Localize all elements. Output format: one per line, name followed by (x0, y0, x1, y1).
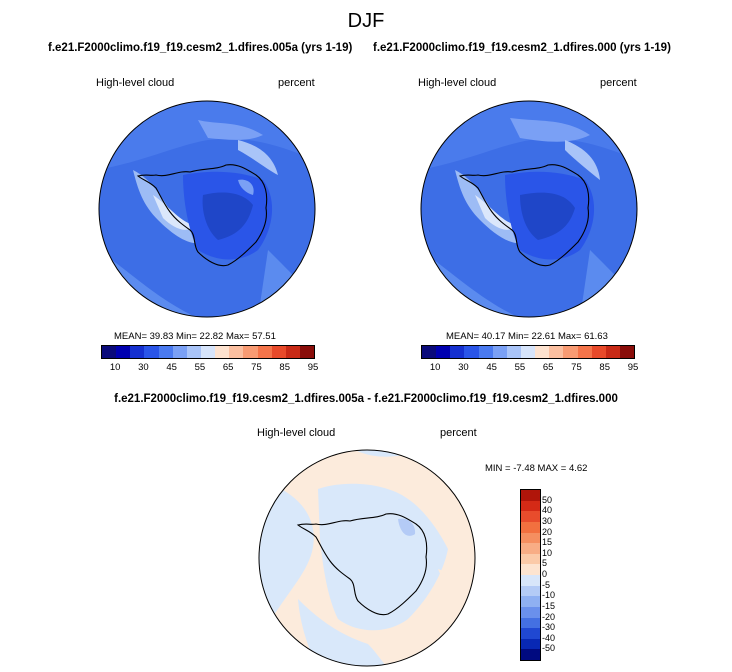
panel1-colorbar-tick-label: 55 (194, 362, 206, 373)
difference-colorbar-tick-label: 5 (542, 558, 548, 569)
panel2-colorbar-swatch-14 (619, 346, 635, 358)
panel2-colorbar-swatch-3 (464, 346, 479, 358)
difference-colorbar-tick-label: -20 (542, 611, 556, 622)
panel2-colorbar-swatch-10 (563, 346, 578, 358)
difference-colorbar-tick-label: 50 (542, 494, 553, 505)
panel2-colorbar-swatch-6 (506, 346, 521, 358)
difference-colorbar-tick-label: 15 (542, 537, 553, 548)
difference-colorbar-tick-label: 30 (542, 515, 553, 526)
panel2-colorbar-swatch-8 (535, 346, 550, 358)
panel2-colorbar-swatch-12 (591, 346, 606, 358)
panel2-colorbar-tick-label: 45 (486, 362, 497, 373)
panel1-stats: MEAN= 39.83 Min= 22.82 Max= 57.51 (114, 331, 276, 342)
difference-colorbar-swatch-3 (521, 521, 540, 533)
panel2-variable: High-level cloud (418, 77, 497, 89)
panel1-variable: High-level cloud (96, 77, 175, 89)
difference-colorbar-tick-label: -15 (542, 600, 556, 611)
panel1-title: f.e21.F2000climo.f19_f19.cesm2_1.dfires.… (48, 42, 353, 54)
difference-colorbar-tick-label: -40 (542, 632, 556, 643)
panel1-colorbar-tick-label: 10 (109, 362, 121, 373)
panel1-colorbar-swatch-0 (102, 346, 117, 358)
panel2-colorbar-tick-label: 65 (542, 362, 554, 373)
difference-colorbar-tick-label: 40 (542, 505, 553, 516)
panel2-title: f.e21.F2000climo.f19_f19.cesm2_1.dfires.… (373, 42, 671, 54)
difference-colorbar-tick-label: -50 (542, 643, 556, 654)
difference-colorbar-swatch-4 (521, 532, 540, 544)
difference-stats: MIN = -7.48 MAX = 4.62 (485, 463, 588, 474)
panel1-colorbar-swatch-9 (229, 346, 244, 358)
panel1-units: percent (278, 77, 315, 89)
panel2-colorbar-tick-label: 55 (514, 362, 526, 373)
panel2-colorbar-swatch-5 (492, 346, 507, 358)
panel1-colorbar-swatch-7 (200, 346, 216, 358)
difference-colorbar-tick-label: -10 (542, 590, 556, 601)
difference-colorbar-swatch-9 (521, 585, 540, 597)
panel2-units: percent (600, 77, 637, 89)
difference-polar-map (258, 449, 476, 667)
panel2-colorbar-swatch-0 (422, 346, 437, 358)
panel2-colorbar-tick-label: 75 (571, 362, 582, 373)
panel2-colorbar-tick-label: 85 (599, 362, 611, 373)
panel2-colorbar-tick-label: 30 (458, 362, 469, 373)
difference-colorbar-tick-label: 10 (542, 547, 553, 558)
panel2-stats: MEAN= 40.17 Min= 22.61 Max= 61.63 (446, 331, 608, 342)
panel1-colorbar-tick-label: 75 (251, 362, 262, 373)
difference-colorbar-tick-label: 20 (542, 526, 553, 537)
panel1-colorbar-swatch-14 (299, 346, 315, 358)
season-title: DJF (347, 10, 385, 32)
panel2-colorbar-swatch-2 (450, 346, 465, 358)
panel1-colorbar-tick-label: 45 (166, 362, 177, 373)
panel1-colorbar-swatch-2 (130, 346, 145, 358)
panel2-colorbar-swatch-7 (520, 346, 536, 358)
difference-colorbar-swatch-11 (521, 606, 540, 618)
difference-colorbar (520, 489, 541, 661)
panel2-colorbar-swatch-11 (577, 346, 592, 358)
panel2-colorbar (421, 345, 635, 359)
difference-colorbar-tick-label: -30 (542, 622, 556, 633)
panel1-colorbar-tick-label: 95 (307, 362, 319, 373)
difference-colorbar-swatch-6 (521, 553, 540, 565)
panel1-colorbar-swatch-6 (186, 346, 201, 358)
panel2-colorbar-swatch-9 (549, 346, 564, 358)
difference-colorbar-swatch-14 (521, 638, 540, 650)
panel2-colorbar-tick-label: 95 (627, 362, 639, 373)
difference-colorbar-swatch-2 (521, 511, 540, 522)
panel2-polar-map (420, 100, 638, 318)
difference-colorbar-swatch-1 (521, 500, 540, 512)
difference-colorbar-swatch-5 (521, 543, 540, 554)
panel2-colorbar-swatch-4 (478, 346, 493, 358)
difference-colorbar-swatch-13 (521, 628, 540, 639)
panel2-colorbar-swatch-13 (605, 346, 620, 358)
difference-variable: High-level cloud (257, 427, 336, 439)
panel1-colorbar-tick-label: 65 (222, 362, 234, 373)
panel1-colorbar-tick-label: 30 (138, 362, 149, 373)
panel1-colorbar-swatch-12 (271, 346, 286, 358)
difference-colorbar-swatch-0 (521, 490, 540, 501)
panel2-colorbar-tick-label: 10 (429, 362, 441, 373)
panel1-colorbar (101, 345, 315, 359)
panel1-colorbar-swatch-5 (172, 346, 187, 358)
difference-colorbar-swatch-8 (521, 575, 540, 586)
difference-colorbar-swatch-10 (521, 596, 540, 607)
panel1-colorbar-swatch-3 (144, 346, 159, 358)
difference-colorbar-tick-label: 0 (542, 569, 548, 579)
panel2-colorbar-swatch-1 (436, 346, 451, 358)
panel1-colorbar-tick-label: 85 (279, 362, 291, 373)
difference-colorbar-swatch-15 (521, 649, 540, 660)
panel1-colorbar-swatch-11 (257, 346, 272, 358)
difference-units: percent (440, 427, 477, 439)
panel1-colorbar-swatch-10 (243, 346, 258, 358)
difference-colorbar-tick-label: -5 (542, 579, 551, 590)
panel1-polar-map (98, 100, 316, 318)
difference-colorbar-swatch-7 (521, 564, 540, 575)
panel1-colorbar-swatch-1 (116, 346, 131, 358)
panel1-colorbar-swatch-4 (158, 346, 173, 358)
panel1-colorbar-swatch-13 (285, 346, 300, 358)
difference-colorbar-swatch-12 (521, 617, 540, 629)
panel1-colorbar-swatch-8 (215, 346, 230, 358)
difference-title: f.e21.F2000climo.f19_f19.cesm2_1.dfires.… (114, 393, 618, 405)
